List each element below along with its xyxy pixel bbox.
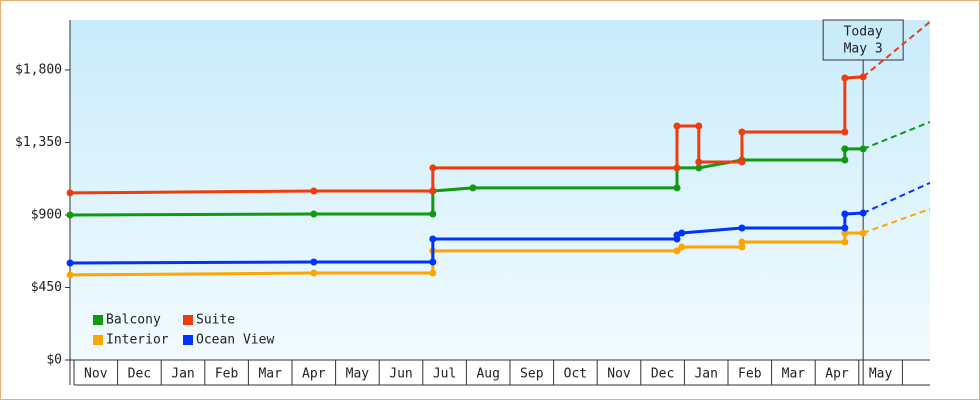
point <box>673 122 681 130</box>
point <box>695 164 703 172</box>
x-tick-label: Aug <box>476 367 499 382</box>
point <box>673 164 681 172</box>
point <box>695 158 703 166</box>
x-tick-label: Oct <box>564 367 587 382</box>
today-box <box>822 19 904 61</box>
point <box>66 259 74 267</box>
legend-label: Ocean View <box>196 333 274 348</box>
x-tick-label: Jan <box>694 367 717 382</box>
y-tick-label: $1,800 <box>15 62 62 77</box>
x-tick-label: Apr <box>825 367 849 382</box>
point <box>678 243 686 251</box>
point <box>738 128 746 136</box>
point <box>738 224 746 232</box>
plot-area <box>70 20 930 360</box>
legend-swatch <box>93 315 103 325</box>
x-tick-label: Dec <box>128 367 151 382</box>
x-tick-label: Jun <box>389 367 412 382</box>
y-tick-label: $1,350 <box>15 135 62 150</box>
point <box>859 229 867 237</box>
point <box>429 269 437 277</box>
x-tick-label: Dec <box>651 367 674 382</box>
point <box>310 258 318 266</box>
legend-label: Suite <box>196 313 235 328</box>
x-tick-label: Nov <box>84 367 108 382</box>
point <box>429 235 437 243</box>
forecast-line <box>862 21 931 78</box>
point <box>859 73 867 81</box>
point <box>429 187 437 195</box>
x-tick-label: Mar <box>782 367 806 382</box>
point <box>841 74 849 82</box>
forecast-line <box>862 208 931 234</box>
forecast-line <box>862 121 931 150</box>
y-tick-label: $0 <box>46 353 62 368</box>
forecast-line <box>862 181 931 214</box>
y-tick-label: $900 <box>31 207 62 222</box>
legend-swatch <box>183 335 193 345</box>
point <box>429 258 437 266</box>
x-tick-label: Mar <box>258 367 282 382</box>
point <box>859 145 867 153</box>
legend-swatch <box>183 315 193 325</box>
point <box>695 122 703 130</box>
legend-swatch <box>93 335 103 345</box>
point <box>841 229 849 237</box>
x-tick-label: Jul <box>433 367 456 382</box>
point <box>841 145 849 153</box>
point <box>310 187 318 195</box>
point <box>66 211 74 219</box>
point <box>673 247 681 255</box>
legend-label: Balcony <box>106 313 161 328</box>
x-tick-label: Apr <box>302 367 326 382</box>
point <box>738 243 746 251</box>
point <box>66 189 74 197</box>
point <box>841 238 849 246</box>
x-tick-label: May <box>346 367 370 382</box>
today-label: Today <box>844 25 883 40</box>
point <box>469 184 477 192</box>
point <box>738 158 746 166</box>
point <box>66 271 74 279</box>
point <box>841 224 849 232</box>
y-tick-label: $450 <box>31 280 62 295</box>
x-tick-label: Feb <box>215 367 239 382</box>
point <box>738 238 746 246</box>
point <box>429 210 437 218</box>
point <box>841 156 849 164</box>
point <box>859 209 867 217</box>
point <box>678 229 686 237</box>
point <box>310 269 318 277</box>
x-tick-label: Nov <box>607 367 631 382</box>
point <box>310 210 318 218</box>
point <box>429 164 437 172</box>
point <box>673 184 681 192</box>
legend-label: Interior <box>106 333 169 348</box>
today-label: May 3 <box>844 42 883 57</box>
point <box>841 128 849 136</box>
x-tick-label: May <box>869 367 893 382</box>
x-tick-label: Feb <box>738 367 762 382</box>
x-tick-label: Sep <box>520 367 544 382</box>
point <box>841 210 849 218</box>
x-tick-label: Jan <box>171 367 194 382</box>
